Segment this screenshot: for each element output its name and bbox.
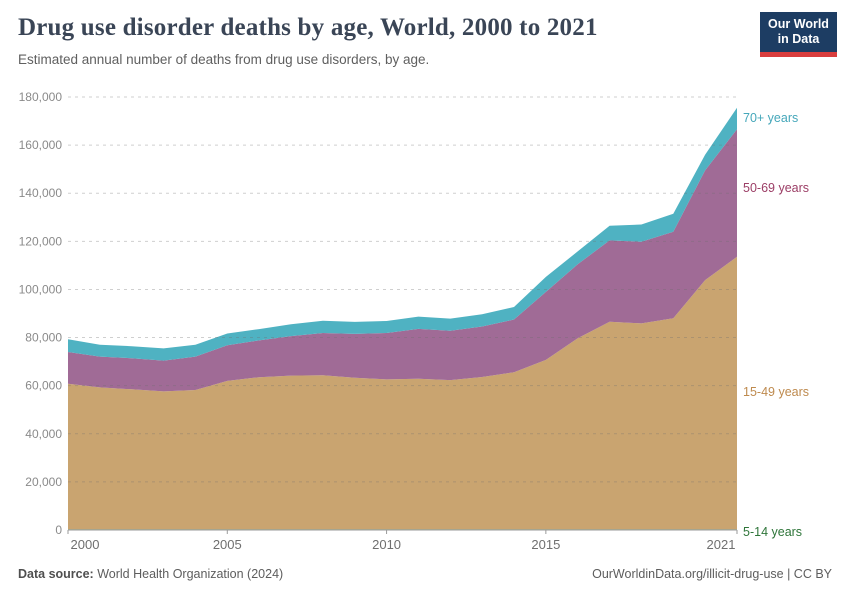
attribution-note: OurWorldinData.org/illicit-drug-use | CC… <box>592 567 832 581</box>
y-tick-label: 40,000 <box>25 427 62 441</box>
chart-footer: Data source: World Health Organization (… <box>18 567 832 581</box>
series-label-50-69: 50-69 years <box>743 181 810 195</box>
y-tick-label: 140,000 <box>19 186 63 200</box>
y-tick-label: 20,000 <box>25 475 62 489</box>
page-subtitle: Estimated annual number of deaths from d… <box>18 52 430 67</box>
y-tick-label: 60,000 <box>25 379 62 393</box>
x-tick-label: 2015 <box>531 537 560 552</box>
y-tick-label: 180,000 <box>19 90 63 104</box>
y-tick-label: 100,000 <box>19 282 63 296</box>
y-tick-label: 160,000 <box>19 138 63 152</box>
owid-logo-line1: Our World <box>768 16 829 31</box>
x-tick-label: 2005 <box>213 537 242 552</box>
x-tick-label: 2000 <box>71 537 100 552</box>
page-title: Drug use disorder deaths by age, World, … <box>18 14 598 41</box>
data-source-value: World Health Organization (2024) <box>93 567 284 581</box>
x-tick-label: 2010 <box>372 537 401 552</box>
data-source-label: Data source: <box>18 567 94 581</box>
area-15-49-years <box>68 256 737 530</box>
x-tick-label: 2021 <box>707 537 736 552</box>
data-source-note: Data source: World Health Organization (… <box>18 567 283 581</box>
area-70+-years <box>68 107 737 361</box>
owid-logo-line2: in Data <box>777 32 820 46</box>
owid-logo: Our World in Data <box>760 12 837 57</box>
y-tick-label: 80,000 <box>25 331 62 345</box>
area-50-69-years <box>68 129 737 392</box>
series-label-5-14: 5-14 years <box>743 525 803 539</box>
series-label-15-49: 15-49 years <box>743 385 810 399</box>
y-tick-label: 0 <box>55 523 62 537</box>
series-label-70plus: 70+ years <box>743 111 799 125</box>
y-tick-label: 120,000 <box>19 234 63 248</box>
